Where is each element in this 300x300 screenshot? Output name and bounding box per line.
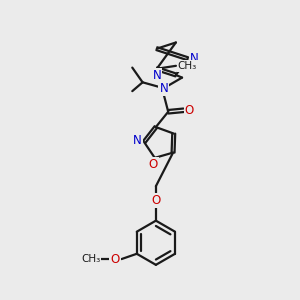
- Text: O: O: [185, 104, 194, 117]
- Text: N: N: [190, 52, 199, 65]
- Text: CH₃: CH₃: [178, 61, 197, 71]
- Text: N: N: [159, 82, 168, 95]
- Text: N: N: [152, 69, 161, 82]
- Text: O: O: [110, 253, 120, 266]
- Text: CH₃: CH₃: [81, 254, 101, 264]
- Text: O: O: [149, 158, 158, 171]
- Text: N: N: [133, 134, 142, 147]
- Text: O: O: [151, 194, 160, 207]
